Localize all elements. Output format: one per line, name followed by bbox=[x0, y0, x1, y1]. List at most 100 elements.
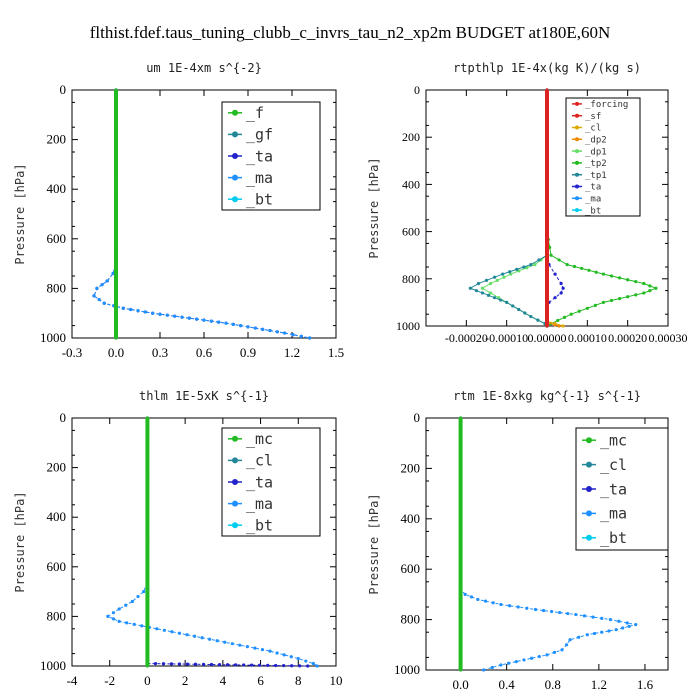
series-point bbox=[114, 138, 118, 142]
legend-label: _mc bbox=[600, 431, 627, 449]
series-point bbox=[114, 252, 118, 256]
x-tick-label: 1.2 bbox=[284, 345, 300, 360]
series-point bbox=[618, 297, 622, 301]
series-point bbox=[607, 629, 611, 633]
series-point bbox=[458, 562, 463, 566]
series-point bbox=[200, 636, 204, 640]
series-point bbox=[145, 446, 150, 450]
series-point bbox=[258, 663, 262, 667]
series-point bbox=[648, 289, 652, 293]
series-point bbox=[492, 296, 497, 300]
series-point bbox=[545, 187, 549, 191]
plot-frame bbox=[71, 417, 337, 667]
series-point bbox=[568, 638, 572, 642]
x-tick-label: 4 bbox=[220, 673, 227, 688]
series-point bbox=[145, 619, 150, 623]
series-point bbox=[609, 274, 614, 278]
series-point bbox=[117, 607, 121, 611]
x-tick-label: 1.2 bbox=[591, 677, 607, 692]
x-tick-label: 0.00030 bbox=[649, 331, 688, 345]
legend-label: _bt bbox=[600, 529, 627, 547]
series-point bbox=[545, 319, 549, 323]
series-point bbox=[275, 330, 279, 334]
series-point bbox=[145, 560, 150, 564]
series-point bbox=[561, 286, 565, 290]
series-point bbox=[594, 270, 598, 274]
series-point bbox=[114, 142, 118, 147]
y-tick-label: 200 bbox=[47, 132, 67, 147]
series-point bbox=[545, 324, 549, 328]
series-point bbox=[642, 291, 646, 295]
series-point bbox=[274, 663, 278, 668]
series-point bbox=[106, 614, 110, 619]
series-point bbox=[145, 525, 150, 529]
series-point bbox=[208, 637, 212, 641]
series-point bbox=[145, 466, 150, 470]
series-point bbox=[177, 662, 182, 666]
series-point bbox=[246, 325, 250, 329]
series-point bbox=[458, 522, 463, 526]
series-point bbox=[529, 263, 533, 267]
series-point bbox=[458, 436, 463, 440]
legend-label: _ma bbox=[600, 505, 627, 523]
series-line-cl bbox=[460, 418, 636, 671]
series-point bbox=[490, 665, 494, 670]
series-point bbox=[202, 318, 206, 322]
series-point bbox=[114, 266, 118, 271]
series-point bbox=[114, 247, 118, 251]
series-point bbox=[545, 102, 549, 106]
series-point bbox=[114, 237, 118, 241]
series-point bbox=[458, 537, 463, 541]
series-point bbox=[132, 622, 136, 626]
series-point bbox=[209, 662, 214, 667]
x-tick-label: -0.3 bbox=[62, 345, 83, 360]
series-point bbox=[151, 311, 155, 315]
series-point bbox=[102, 301, 106, 305]
series-point bbox=[557, 324, 561, 328]
series-point bbox=[559, 291, 563, 295]
legend-label: _sf bbox=[585, 112, 601, 122]
series-point bbox=[491, 601, 495, 605]
series-point bbox=[545, 97, 549, 102]
series-point bbox=[304, 659, 308, 663]
series-point bbox=[145, 535, 150, 539]
series-point bbox=[545, 258, 549, 262]
series-point bbox=[545, 159, 549, 163]
series-point bbox=[458, 582, 463, 586]
series-point bbox=[291, 333, 295, 337]
series-point bbox=[545, 215, 549, 220]
series-point bbox=[114, 123, 118, 127]
series-point bbox=[458, 532, 463, 536]
x-tick-label: -0.00020 bbox=[445, 331, 488, 345]
series-point bbox=[224, 321, 228, 325]
series-point bbox=[564, 643, 569, 647]
y-tick-label: 1000 bbox=[394, 662, 420, 677]
series-point bbox=[145, 575, 150, 579]
series-point bbox=[545, 267, 549, 271]
series-point bbox=[169, 662, 174, 666]
series-point bbox=[177, 631, 182, 635]
legend-marker bbox=[586, 486, 592, 492]
series-point bbox=[553, 272, 557, 276]
series-point bbox=[572, 264, 577, 269]
series-point bbox=[180, 315, 184, 319]
y-tick-label: 1000 bbox=[40, 658, 66, 673]
legend-label: _cl bbox=[246, 452, 273, 470]
series-point bbox=[545, 88, 549, 92]
x-tick-label: 2 bbox=[182, 673, 189, 688]
legend-marker bbox=[575, 113, 579, 118]
legend-marker bbox=[575, 172, 579, 177]
series-point bbox=[165, 313, 169, 317]
series-point bbox=[201, 662, 206, 666]
series-point bbox=[145, 590, 150, 594]
series-point bbox=[299, 334, 303, 338]
series-point bbox=[129, 307, 133, 312]
series-point bbox=[230, 642, 234, 646]
series-point bbox=[533, 607, 538, 612]
series-point bbox=[145, 470, 150, 475]
series-point bbox=[92, 294, 96, 298]
legend: _mc _cl _ta _ma _bt bbox=[575, 427, 669, 551]
y-tick-label: 800 bbox=[47, 608, 67, 623]
series-point bbox=[545, 291, 549, 295]
series-point bbox=[238, 643, 242, 647]
